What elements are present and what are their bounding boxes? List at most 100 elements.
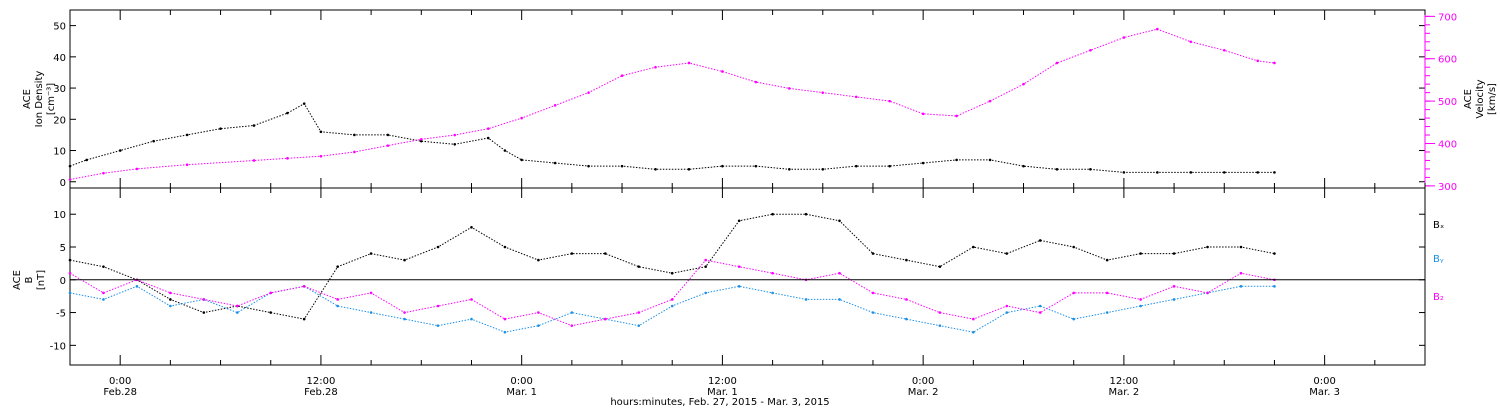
density-tick-label: 20 bbox=[53, 115, 66, 126]
time-tick-label: 0:00 bbox=[510, 376, 532, 387]
density-point bbox=[988, 158, 992, 162]
bz-point bbox=[269, 291, 273, 295]
bx-point bbox=[972, 245, 975, 249]
velocity-axis: 300 400 500 600 700 bbox=[1424, 10, 1457, 193]
density-point bbox=[302, 102, 306, 105]
velocity-point bbox=[185, 163, 189, 166]
bx-point bbox=[302, 317, 306, 321]
velocity-point bbox=[721, 70, 724, 73]
legend-bx: Bₓ bbox=[1433, 220, 1444, 231]
velocity-tick-label: 400 bbox=[1438, 140, 1457, 151]
bz-point bbox=[369, 291, 373, 295]
bx-point bbox=[604, 252, 607, 255]
velocity-point bbox=[1156, 27, 1159, 31]
bz-point bbox=[68, 271, 72, 275]
by-point bbox=[1105, 311, 1109, 314]
by-point bbox=[871, 311, 875, 314]
density-point bbox=[319, 130, 323, 134]
date-tick-label: Mar. 1 bbox=[506, 387, 537, 398]
by-point bbox=[737, 285, 741, 288]
bx-point bbox=[102, 265, 105, 268]
ion-density-axis: 0 10 20 30 40 50 bbox=[53, 22, 1425, 189]
bx-point bbox=[336, 265, 339, 268]
time-tick-label: 0:00 bbox=[912, 376, 934, 387]
bx-point bbox=[1072, 245, 1076, 249]
bz-point bbox=[1172, 285, 1176, 288]
by-point bbox=[804, 298, 808, 301]
bx-point bbox=[670, 271, 674, 275]
density-tick-label: 40 bbox=[53, 53, 66, 64]
bx-point bbox=[938, 265, 942, 268]
velocity-trace bbox=[69, 28, 1275, 180]
density-point bbox=[68, 164, 72, 168]
bx-trace bbox=[69, 213, 1275, 320]
date-tick-label: Mar. 1 bbox=[707, 387, 738, 398]
bottom-panel: -10 -5 0 5 10 ACE B [nT] Bₓ Bᵧ B₂ bbox=[12, 187, 1444, 366]
velocity-tick-label: 600 bbox=[1438, 55, 1457, 66]
bx-point bbox=[1005, 252, 1009, 255]
velocity-point bbox=[520, 116, 523, 120]
bx-point bbox=[737, 219, 741, 223]
density-axis-label-3: [cm⁻³] bbox=[46, 83, 57, 115]
by-point bbox=[838, 298, 841, 301]
velocity-point bbox=[419, 137, 423, 141]
velocity-point bbox=[386, 144, 390, 147]
bottom-panel-data bbox=[68, 212, 1276, 334]
by-point bbox=[68, 291, 72, 295]
bx-point bbox=[503, 245, 507, 249]
density-tick-label: 10 bbox=[53, 147, 66, 158]
velocity-point bbox=[1089, 48, 1092, 52]
by-point bbox=[369, 311, 373, 314]
density-point bbox=[118, 149, 122, 152]
velocity-point bbox=[687, 61, 691, 65]
bx-point bbox=[403, 258, 406, 262]
bz-point bbox=[169, 291, 172, 295]
b-tick-label: 0 bbox=[60, 276, 66, 287]
bx-point bbox=[804, 212, 808, 216]
density-tick-label: 50 bbox=[53, 22, 66, 33]
bz-point bbox=[1005, 304, 1009, 308]
velocity-point bbox=[68, 178, 72, 181]
bx-point bbox=[838, 219, 841, 223]
by-point bbox=[704, 291, 707, 295]
b-tick-label: -5 bbox=[56, 309, 66, 320]
density-point bbox=[821, 167, 825, 171]
bx-point bbox=[570, 252, 574, 255]
bz-point bbox=[737, 265, 741, 268]
density-point bbox=[955, 158, 958, 162]
date-tick-label: Feb.28 bbox=[103, 387, 137, 398]
date-tick-label: Mar. 2 bbox=[908, 387, 939, 398]
by-point bbox=[905, 317, 908, 321]
velocity-point bbox=[286, 157, 289, 160]
bz-point bbox=[1072, 291, 1076, 295]
bx-point bbox=[771, 212, 774, 216]
velocity-point bbox=[102, 171, 105, 175]
bx-point bbox=[1206, 245, 1209, 249]
by-point bbox=[503, 330, 507, 334]
velocity-point bbox=[1256, 59, 1260, 63]
density-point bbox=[1122, 171, 1126, 174]
bx-point bbox=[369, 252, 373, 255]
velocity-point bbox=[1055, 61, 1059, 65]
by-point bbox=[1005, 311, 1009, 314]
velocity-point bbox=[587, 91, 590, 94]
b-tick-label: 10 bbox=[53, 210, 66, 221]
bx-point bbox=[202, 311, 206, 314]
density-tick-label: 30 bbox=[53, 84, 66, 95]
density-point bbox=[1256, 171, 1260, 174]
b-axis-label-2: B bbox=[24, 276, 35, 283]
bz-point bbox=[637, 311, 641, 314]
velocity-point bbox=[453, 133, 457, 137]
density-point bbox=[85, 158, 89, 162]
velocity-tick-label: 700 bbox=[1438, 12, 1457, 23]
bz-point bbox=[871, 291, 875, 295]
by-point bbox=[637, 324, 641, 327]
density-point bbox=[386, 133, 390, 137]
velocity-point bbox=[955, 114, 958, 118]
density-axis-label-1: ACE bbox=[22, 89, 33, 109]
velocity-point bbox=[353, 150, 356, 154]
b-tick-label: 5 bbox=[60, 243, 66, 254]
by-point bbox=[570, 311, 574, 314]
by-point bbox=[1172, 298, 1176, 301]
velocity-tick-label: 300 bbox=[1438, 182, 1457, 193]
